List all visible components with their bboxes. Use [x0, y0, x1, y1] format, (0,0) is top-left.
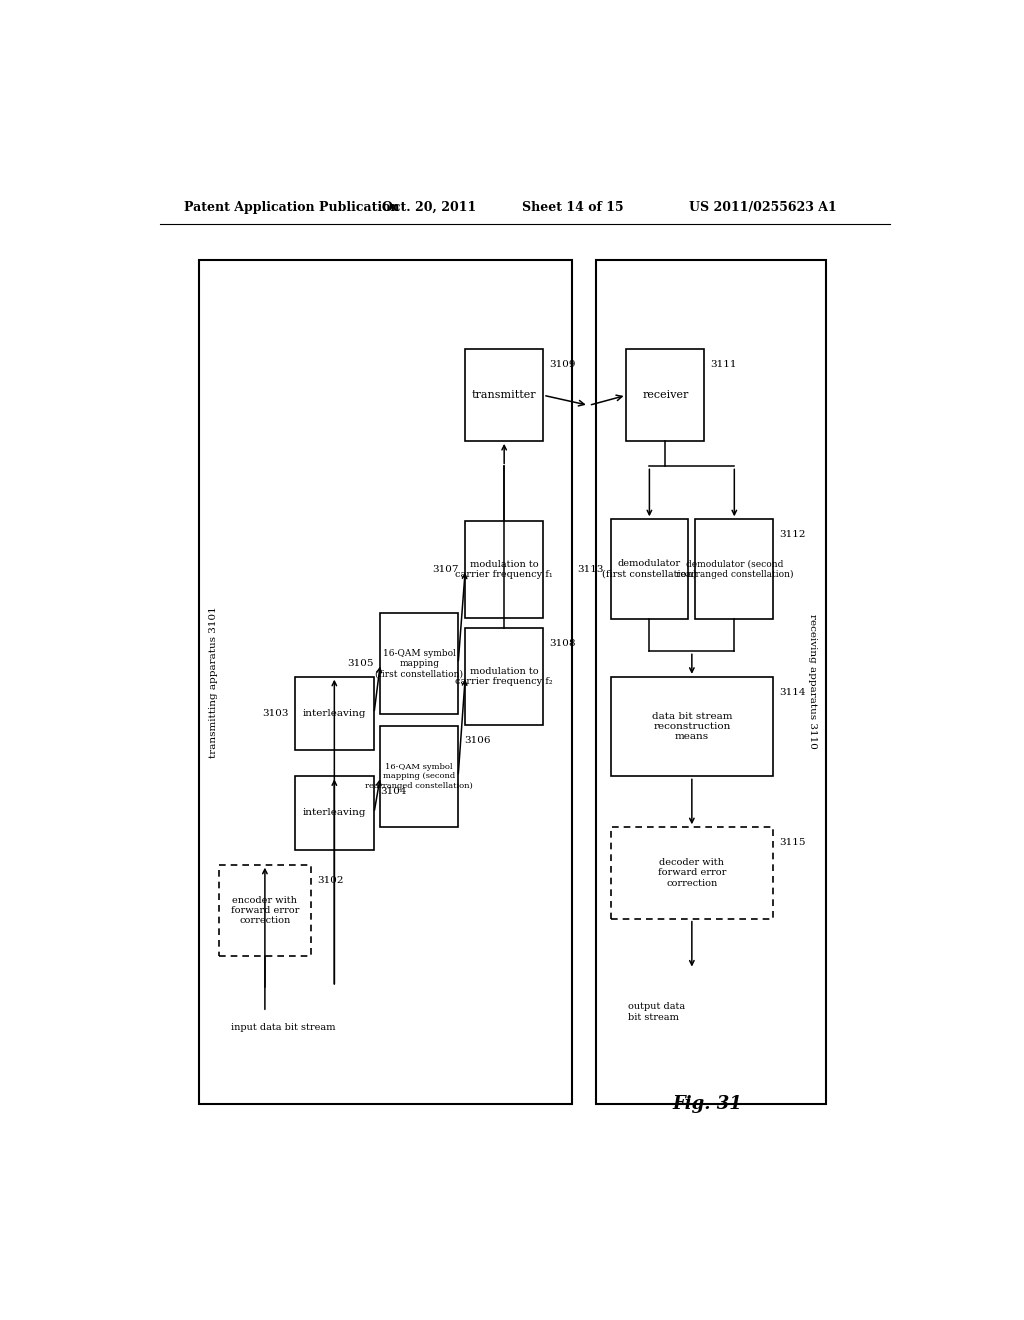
Text: Oct. 20, 2011: Oct. 20, 2011 [382, 201, 477, 214]
Text: 3108: 3108 [550, 639, 575, 648]
Bar [695, 519, 773, 619]
Text: 3109: 3109 [550, 360, 575, 370]
Text: 3115: 3115 [779, 838, 806, 847]
Text: interleaving: interleaving [302, 808, 367, 817]
Text: 3102: 3102 [316, 875, 343, 884]
Text: 3104: 3104 [380, 787, 407, 796]
Text: demodulator
(first constellation): demodulator (first constellation) [602, 560, 696, 578]
Bar [596, 260, 826, 1104]
Text: Fig. 31: Fig. 31 [673, 1094, 742, 1113]
Bar [380, 612, 458, 714]
Bar [610, 677, 773, 776]
Bar [200, 260, 572, 1104]
Text: 3107: 3107 [432, 565, 459, 574]
Text: Patent Application Publication: Patent Application Publication [183, 201, 399, 214]
Text: US 2011/0255623 A1: US 2011/0255623 A1 [689, 201, 837, 214]
Bar [627, 350, 705, 441]
Bar [380, 726, 458, 828]
Bar [610, 519, 688, 619]
Text: data bit stream
reconstruction
means: data bit stream reconstruction means [651, 711, 732, 742]
Text: input data bit stream: input data bit stream [231, 1023, 336, 1032]
Bar [295, 677, 374, 750]
Text: 3105: 3105 [347, 659, 374, 668]
Text: transmitter: transmitter [472, 391, 537, 400]
Text: transmitting apparatus 3101: transmitting apparatus 3101 [209, 606, 218, 758]
Bar [465, 628, 543, 725]
Bar [219, 865, 310, 956]
Text: encoder with
forward error
correction: encoder with forward error correction [230, 896, 299, 925]
Text: 16-QAM symbol
mapping
(first constellation): 16-QAM symbol mapping (first constellati… [375, 648, 463, 678]
Bar [465, 350, 543, 441]
Text: 3113: 3113 [578, 565, 604, 573]
Bar [610, 828, 773, 919]
Text: interleaving: interleaving [302, 709, 367, 718]
Text: decoder with
forward error
correction: decoder with forward error correction [657, 858, 726, 888]
Text: receiving apparatus 3110: receiving apparatus 3110 [808, 614, 816, 750]
Bar [465, 521, 543, 618]
Text: Sheet 14 of 15: Sheet 14 of 15 [521, 201, 624, 214]
Text: output data
bit stream: output data bit stream [628, 1002, 685, 1022]
Text: 16-QAM symbol
mapping (second
rearranged constellation): 16-QAM symbol mapping (second rearranged… [366, 763, 473, 789]
Text: demodulator (second
rearranged constellation): demodulator (second rearranged constella… [676, 560, 793, 578]
Text: 3111: 3111 [711, 360, 737, 370]
Text: receiver: receiver [642, 391, 688, 400]
Text: modulation to
carrier frequency f₂: modulation to carrier frequency f₂ [456, 667, 553, 686]
Text: 3114: 3114 [779, 688, 806, 697]
Bar [295, 776, 374, 850]
Text: 3106: 3106 [465, 737, 490, 746]
Text: modulation to
carrier frequency f₁: modulation to carrier frequency f₁ [456, 560, 553, 579]
Text: 3103: 3103 [262, 709, 289, 718]
Text: 3112: 3112 [779, 529, 806, 539]
